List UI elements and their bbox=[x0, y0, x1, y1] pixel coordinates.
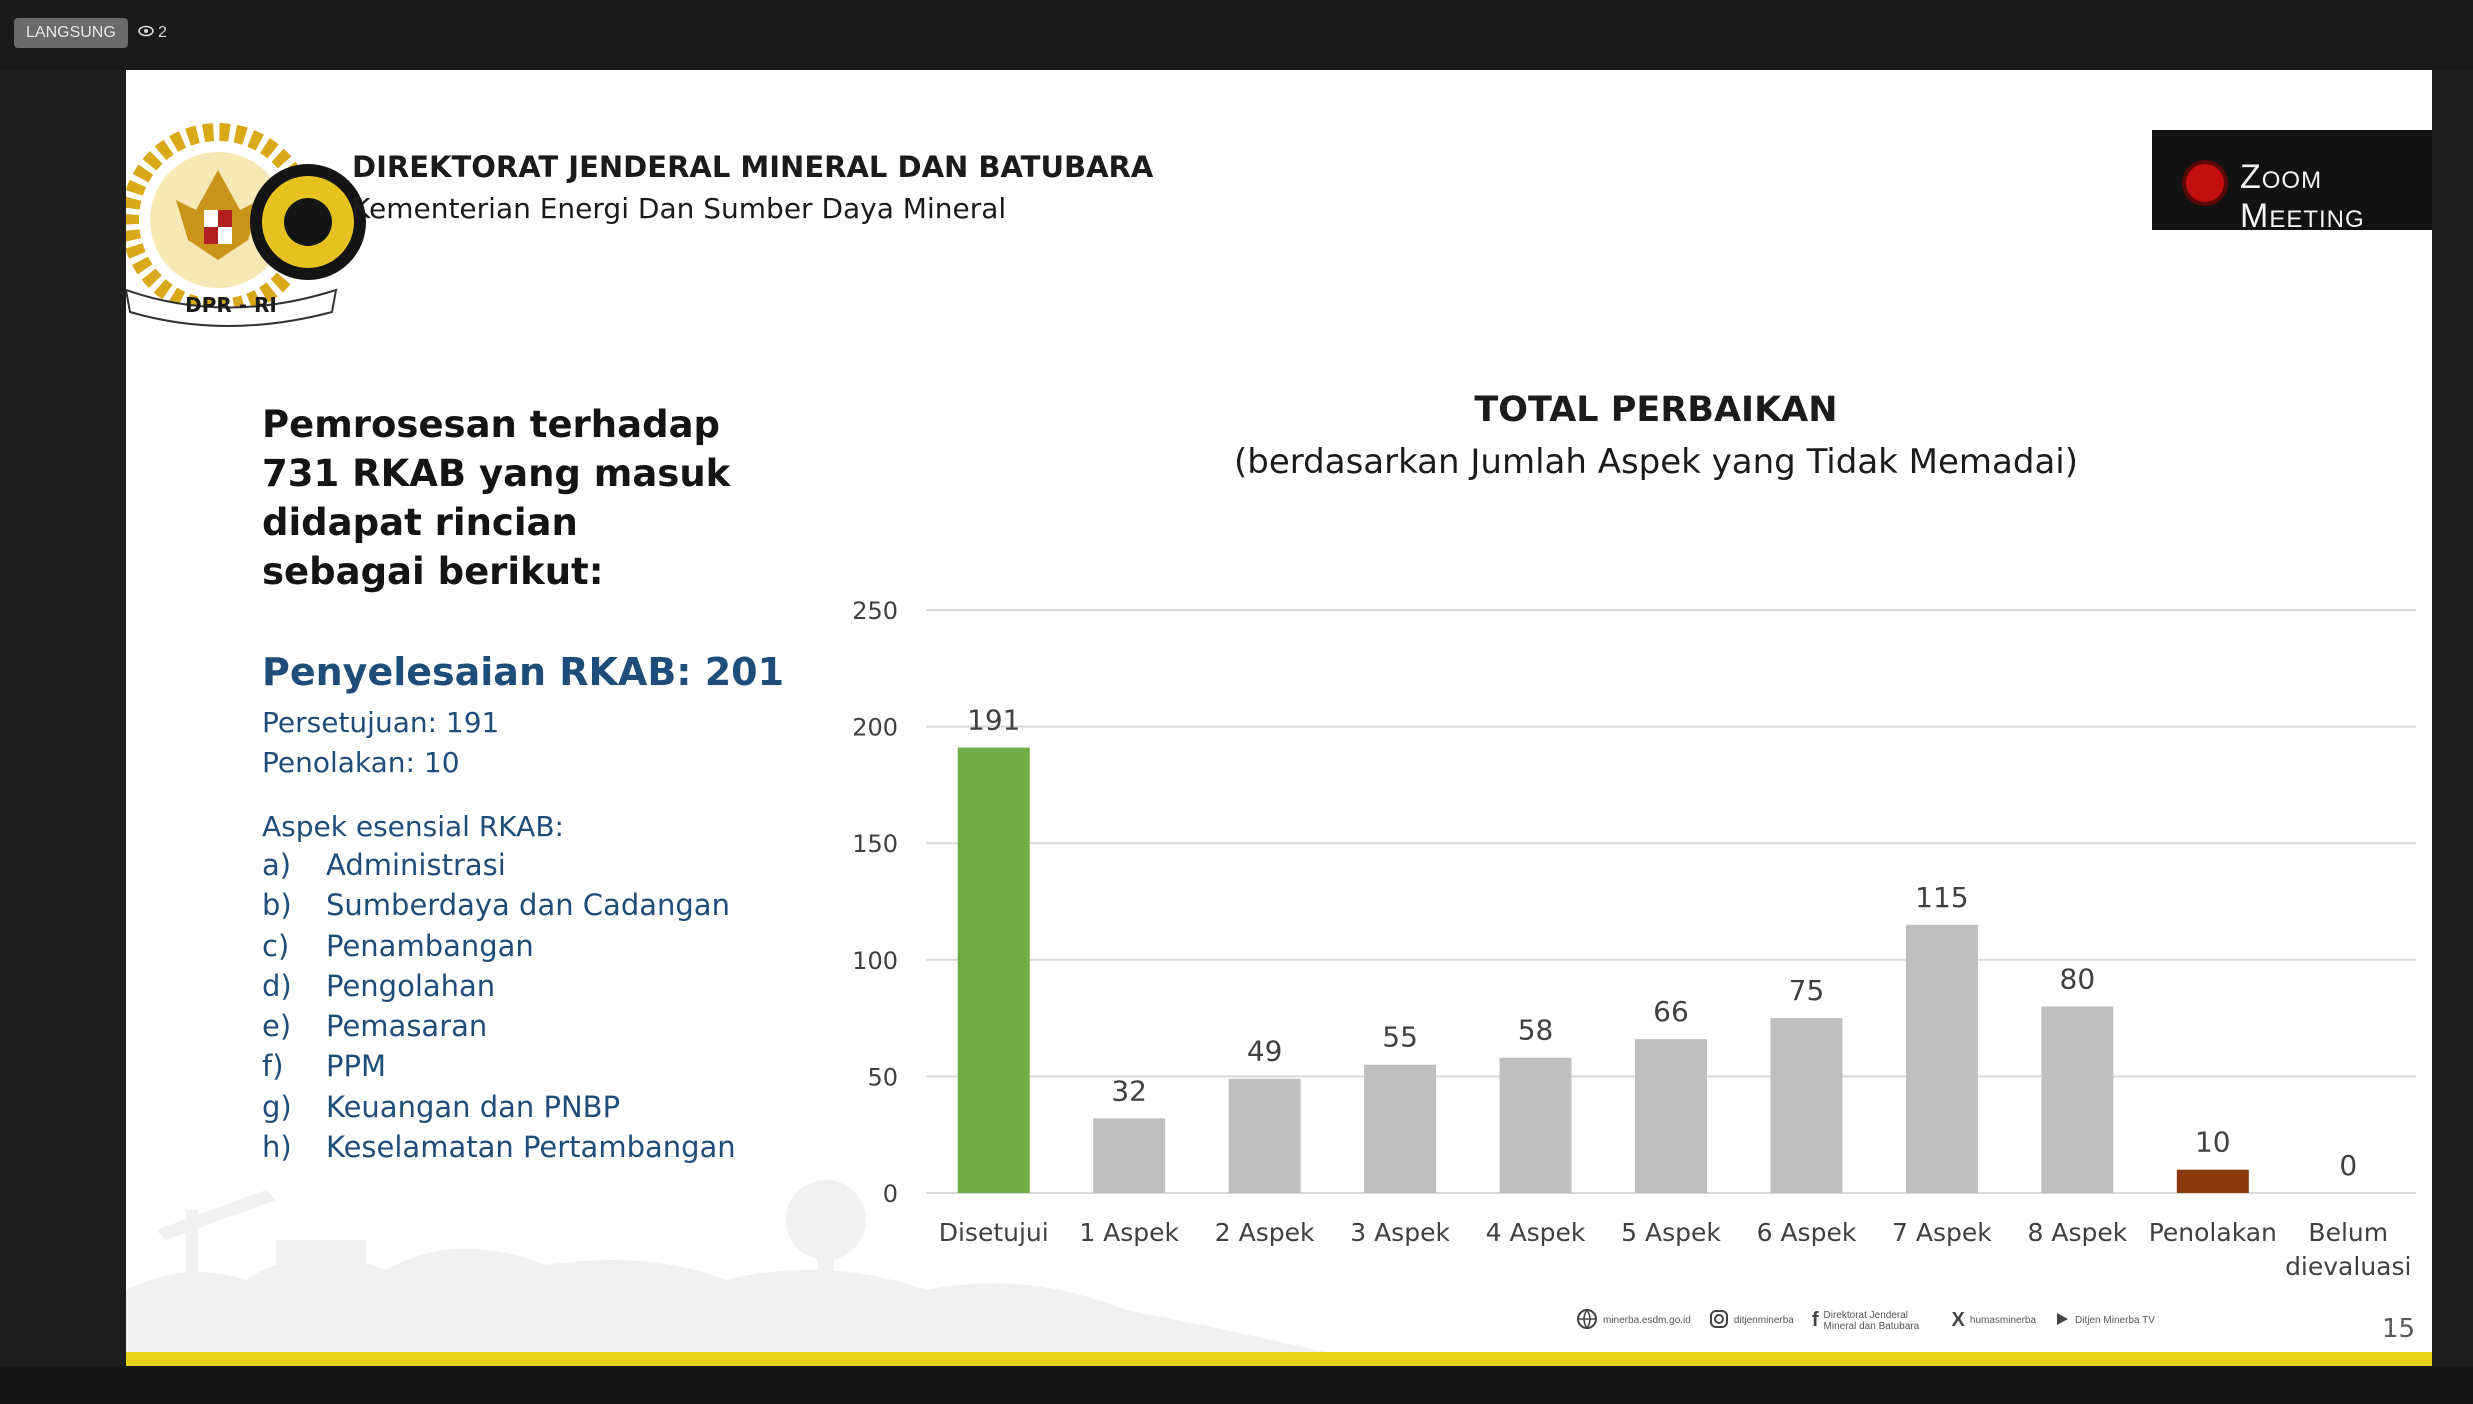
eye-icon bbox=[138, 24, 154, 42]
aspect-text: Sumberdaya dan Cadangan bbox=[326, 888, 730, 923]
approval-count: Persetujuan: 191 bbox=[262, 706, 500, 739]
video-right-edge bbox=[2432, 70, 2473, 1404]
zoom-meeting-label: Zoom Meeting bbox=[2240, 158, 2365, 235]
play-icon bbox=[2054, 1311, 2070, 1330]
footer-item-youtube[interactable]: Ditjen Minerba TV bbox=[2054, 1311, 2155, 1330]
x-tick-label: 5 Aspek bbox=[1621, 1218, 1721, 1247]
x-tick-label: 8 Aspek bbox=[2028, 1218, 2128, 1247]
facebook-icon: f bbox=[1811, 1309, 1819, 1331]
data-label: 115 bbox=[1915, 881, 1968, 914]
y-tick-label: 0 bbox=[883, 1180, 898, 1208]
mining-scenery-watermark bbox=[126, 1180, 1326, 1352]
stream-bottom-bar bbox=[0, 1366, 2473, 1404]
y-tick-label: 50 bbox=[867, 1063, 898, 1091]
bar bbox=[1093, 1118, 1166, 1193]
aspect-letter: h) bbox=[262, 1130, 292, 1165]
y-tick-label: 150 bbox=[852, 830, 898, 858]
aspect-letter: e) bbox=[262, 1009, 292, 1044]
aspect-text: Pengolahan bbox=[326, 968, 496, 1003]
page-number: 15 bbox=[2382, 1314, 2416, 1344]
aspect-letter: f) bbox=[262, 1049, 284, 1084]
x-tick-label: 3 Aspek bbox=[1350, 1218, 1450, 1247]
footer-item-x[interactable]: X humasminerba bbox=[1952, 1309, 2037, 1332]
data-label: 49 bbox=[1247, 1035, 1283, 1068]
data-label: 32 bbox=[1111, 1074, 1147, 1107]
bar bbox=[2041, 1006, 2114, 1193]
bar bbox=[2176, 1169, 2249, 1193]
y-tick-label: 200 bbox=[852, 714, 898, 742]
footer-item-website[interactable]: minerba.esdm.go.id bbox=[1576, 1308, 1691, 1333]
zoom-meeting-watermark: Zoom Meeting bbox=[2152, 130, 2432, 235]
dpr-ri-badge-text: DPR - RI bbox=[185, 293, 277, 317]
data-label: 191 bbox=[967, 704, 1020, 737]
viewer-count-value: 2 bbox=[158, 24, 167, 41]
y-tick-label: 250 bbox=[852, 597, 898, 625]
footer-social-links: minerba.esdm.go.id ditjenminerba f Direk… bbox=[1576, 1308, 2155, 1333]
x-tick-label: Belum bbox=[2308, 1218, 2388, 1247]
x-tick-label: 2 Aspek bbox=[1215, 1218, 1315, 1247]
data-label: 0 bbox=[2339, 1149, 2357, 1182]
globe-icon bbox=[1576, 1308, 1598, 1333]
chart-subtitle: (berdasarkan Jumlah Aspek yang Tidak Mem… bbox=[1234, 442, 2078, 482]
instagram-icon bbox=[1709, 1309, 1729, 1332]
footer-item-text: Ditjen Minerba TV bbox=[2075, 1315, 2155, 1326]
data-label: 55 bbox=[1382, 1021, 1418, 1054]
bar bbox=[1635, 1039, 1707, 1193]
video-left-edge bbox=[0, 70, 126, 1404]
x-icon: X bbox=[1951, 1309, 1965, 1331]
x-tick-label: Penolakan bbox=[2149, 1218, 2277, 1247]
bar bbox=[1905, 924, 1978, 1193]
aspect-text: PPM bbox=[326, 1049, 386, 1084]
aspect-text: Administrasi bbox=[326, 848, 506, 882]
aspect-letter: c) bbox=[262, 928, 290, 963]
data-label: 10 bbox=[2195, 1126, 2231, 1159]
chart-title: TOTAL PERBAIKAN bbox=[1474, 390, 1838, 430]
aspect-letter: a) bbox=[262, 848, 292, 882]
x-tick-label: 1 Aspek bbox=[1079, 1218, 1179, 1247]
y-tick-label: 100 bbox=[852, 947, 898, 975]
x-tick-label: 6 Aspek bbox=[1757, 1218, 1857, 1247]
aspects-heading: Aspek esensial RKAB: bbox=[262, 810, 564, 843]
x-tick-label: 4 Aspek bbox=[1486, 1218, 1586, 1247]
data-label: 58 bbox=[1518, 1014, 1554, 1047]
bar bbox=[1499, 1057, 1572, 1193]
data-label: 66 bbox=[1653, 995, 1689, 1028]
aspect-text: Keselamatan Pertambangan bbox=[326, 1130, 736, 1165]
aspect-text: Pemasaran bbox=[326, 1009, 488, 1044]
aspect-letter: g) bbox=[262, 1089, 292, 1124]
aspect-letter: d) bbox=[262, 968, 292, 1003]
footer-item-instagram[interactable]: ditjenminerba bbox=[1709, 1309, 1794, 1332]
dpr-ri-emblem-logo: DPR - RI bbox=[126, 123, 366, 327]
aspect-letter: b) bbox=[262, 888, 292, 923]
footer-item-text: humasminerba bbox=[1969, 1315, 2037, 1326]
bar bbox=[1228, 1078, 1301, 1193]
viewer-count: 2 bbox=[138, 18, 167, 48]
footer-item-facebook[interactable]: f Direktorat Jenderal Mineral dan Batuba… bbox=[1812, 1309, 1934, 1332]
aspect-text: Penambangan bbox=[326, 928, 534, 963]
footer-item-text: minerba.esdm.go.id bbox=[1603, 1315, 1691, 1326]
intro-text: Pemrosesan terhadap 731 RKAB yang masuk … bbox=[262, 403, 731, 593]
stream-top-bar: LANGSUNG 2 bbox=[0, 0, 2473, 70]
data-label: 75 bbox=[1789, 974, 1825, 1007]
footer-item-text: Direktorat Jenderal Mineral dan Batubara bbox=[1823, 1309, 1920, 1332]
org-title: DIREKTORAT JENDERAL MINERAL DAN BATUBARA bbox=[352, 150, 1154, 184]
data-label: 80 bbox=[2060, 962, 2096, 995]
x-tick-label: dievaluasi bbox=[2285, 1252, 2411, 1281]
bar bbox=[1364, 1064, 1437, 1193]
rejection-count: Penolakan: 10 bbox=[262, 746, 460, 779]
org-subtitle: Kementerian Energi Dan Sumber Daya Miner… bbox=[352, 192, 1007, 225]
completion-heading: Penyelesaian RKAB: 201 bbox=[262, 650, 785, 694]
aspect-text: Keuangan dan PNBP bbox=[326, 1089, 621, 1124]
footer-item-text: ditjenminerba bbox=[1733, 1315, 1794, 1326]
bar bbox=[957, 747, 1030, 1193]
bar bbox=[1770, 1018, 1843, 1193]
footer-band bbox=[126, 1352, 2432, 1366]
zoom-record-icon bbox=[2186, 164, 2224, 202]
x-tick-label: 7 Aspek bbox=[1892, 1218, 1992, 1247]
presentation-slide: DPR - RI DIREKTORAT JENDERAL MINERAL DAN… bbox=[126, 70, 2432, 1366]
live-badge: LANGSUNG bbox=[14, 18, 128, 48]
x-tick-label: Disetujui bbox=[939, 1218, 1049, 1247]
